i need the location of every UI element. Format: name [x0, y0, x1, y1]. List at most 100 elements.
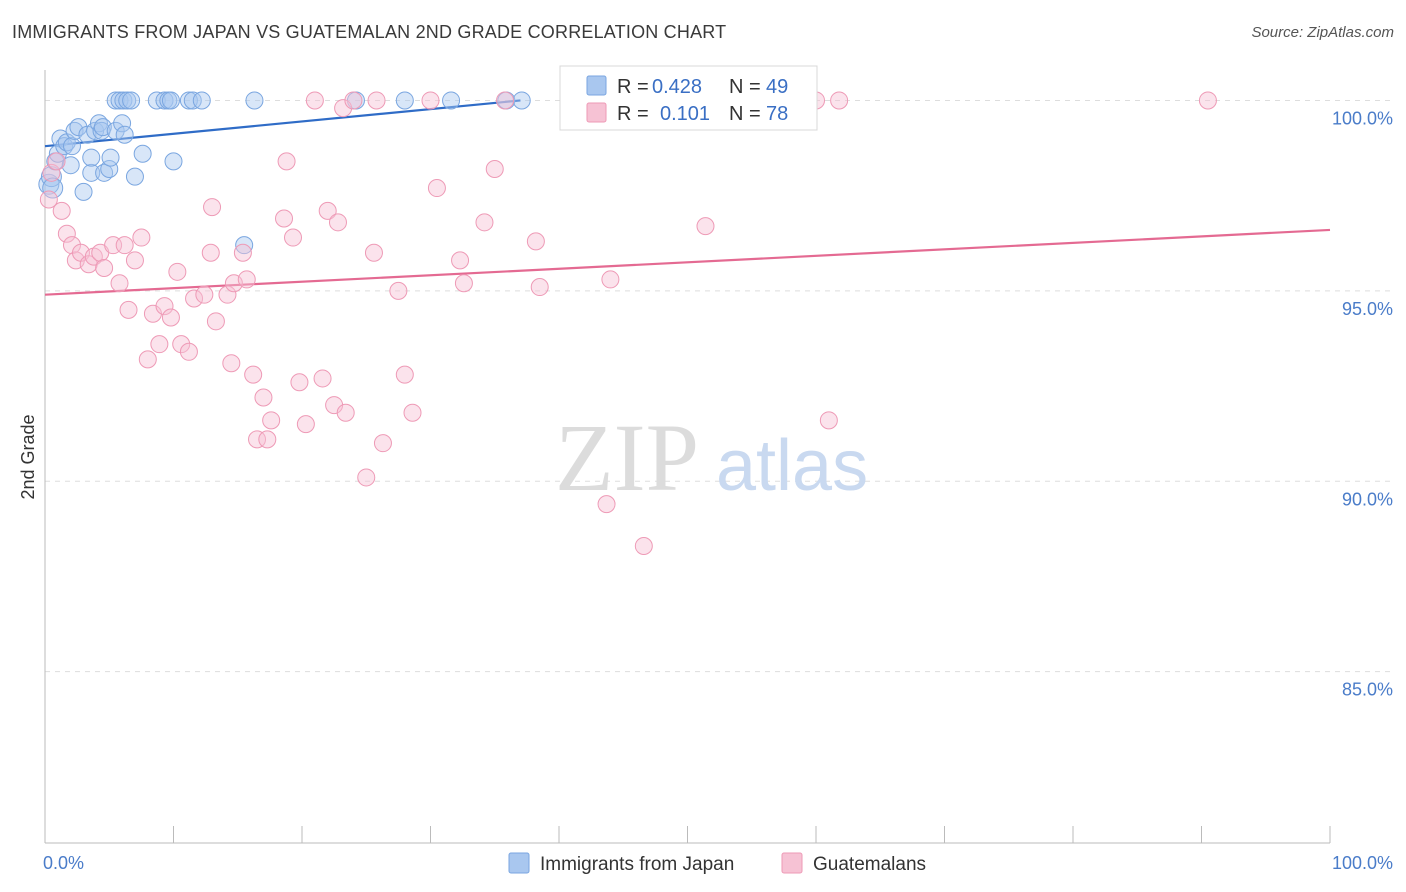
trend-line-japan [44, 99, 521, 148]
point-guatemalans-32 [222, 354, 241, 373]
point-guatemalans-18 [138, 350, 157, 369]
point-guatemalans-38 [254, 388, 273, 407]
point-guatemalans-39 [258, 430, 277, 449]
point-guatemalans-65 [475, 213, 494, 232]
point-japan-21 [100, 160, 119, 179]
point-guatemalans-35 [237, 270, 256, 289]
x-tick-label-1: 100.0% [1332, 853, 1393, 873]
point-japan-1 [40, 166, 62, 188]
y-axis-title: 2nd Grade [18, 414, 38, 499]
point-japan-29 [118, 91, 137, 110]
point-guatemalans-3 [52, 201, 71, 220]
point-guatemalans-64 [454, 274, 473, 293]
point-guatemalans-73 [696, 217, 715, 236]
stats-r-value-japan: 0.428 [652, 76, 702, 98]
point-guatemalans-68 [526, 232, 545, 251]
y-tick-label-2: 90.0% [1342, 489, 1393, 509]
axes [44, 70, 1331, 844]
point-guatemalans-13 [110, 274, 129, 293]
point-japan-9 [62, 137, 81, 156]
point-guatemalans-17 [132, 228, 151, 247]
stats-n-value-guatemalans: 78 [766, 103, 788, 125]
point-guatemalans-47 [313, 369, 332, 388]
point-guatemalans-77 [1198, 91, 1217, 110]
stats-swatch-japan [586, 75, 607, 96]
point-guatemalans-24 [172, 335, 191, 354]
point-japan-47 [512, 91, 531, 110]
point-guatemalans-45 [296, 415, 315, 434]
point-guatemalans-72 [634, 536, 653, 555]
point-japan-15 [82, 148, 101, 167]
point-japan-45 [442, 91, 461, 110]
legend-label-japan: Immigrants from Japan [540, 854, 734, 875]
point-guatemalans-52 [336, 403, 355, 422]
point-japan-26 [113, 114, 132, 133]
point-guatemalans-71 [601, 270, 620, 289]
point-guatemalans-76 [819, 411, 838, 430]
watermark-zip: ZIP [555, 404, 699, 511]
point-guatemalans-46 [305, 91, 324, 110]
x-tick-label-0: 0.0% [43, 853, 84, 873]
point-japan-27 [114, 91, 133, 110]
point-japan-22 [101, 148, 120, 167]
point-guatemalans-23 [168, 262, 187, 281]
point-guatemalans-58 [389, 281, 408, 300]
point-guatemalans-56 [367, 91, 386, 110]
stats-legend: R = 0.428 N = 49 R = 0.101 N = 78 [559, 65, 818, 131]
point-guatemalans-15 [119, 300, 138, 319]
point-guatemalans-29 [203, 198, 222, 217]
point-guatemalans-16 [125, 251, 144, 270]
point-guatemalans-67 [496, 91, 515, 110]
point-japan-28 [115, 125, 134, 144]
point-japan-32 [133, 144, 152, 163]
point-guatemalans-53 [344, 91, 363, 110]
bottom-legend: Immigrants from Japan Guatemalans [508, 852, 926, 875]
point-guatemalans-28 [201, 243, 220, 262]
point-japan-42 [245, 91, 264, 110]
point-guatemalans-51 [334, 99, 353, 118]
legend-swatch-guatemalans [781, 852, 803, 874]
point-japan-30 [122, 91, 141, 110]
watermark: ZIP atlas [555, 404, 868, 511]
stats-swatch-guatemalans [586, 102, 607, 123]
point-guatemalans-37 [248, 430, 267, 449]
watermark-atlas: atlas [716, 426, 868, 506]
point-guatemalans-66 [485, 160, 504, 179]
point-guatemalans-75 [830, 91, 849, 110]
point-japan-11 [69, 118, 88, 137]
point-guatemalans-48 [318, 201, 337, 220]
legend-label-guatemalans: Guatemalans [813, 854, 926, 875]
point-guatemalans-41 [275, 209, 294, 228]
point-guatemalans-25 [179, 342, 198, 361]
point-guatemalans-60 [403, 403, 422, 422]
point-guatemalans-55 [364, 243, 383, 262]
point-guatemalans-2 [47, 152, 66, 171]
point-guatemalans-0 [39, 190, 58, 209]
point-guatemalans-30 [206, 312, 225, 331]
source-credit: Source: ZipAtlas.com [1251, 24, 1394, 41]
point-guatemalans-44 [290, 373, 309, 392]
stats-n-value-japan: 49 [766, 76, 788, 98]
trend-line-guatemalans [44, 228, 1331, 296]
point-japan-2 [42, 177, 64, 199]
stats-n-label-guatemalans: N = [729, 103, 761, 125]
y-tick-labels: 100.0% 95.0% 90.0% 85.0% [1332, 108, 1393, 699]
point-japan-40 [192, 91, 211, 110]
point-guatemalans-43 [284, 228, 303, 247]
point-japan-31 [125, 167, 144, 186]
point-guatemalans-70 [597, 495, 616, 514]
point-guatemalans-34 [233, 243, 252, 262]
stats-r-label-guatemalans: R = [617, 103, 649, 125]
point-guatemalans-1 [42, 163, 61, 182]
point-japan-36 [161, 91, 180, 110]
stats-r-value-guatemalans: 0.101 [660, 103, 710, 125]
y-tick-label-3: 85.0% [1342, 680, 1393, 700]
y-tick-label-1: 95.0% [1342, 299, 1393, 319]
data-points [38, 91, 1217, 555]
point-guatemalans-40 [262, 411, 281, 430]
point-guatemalans-63 [451, 251, 470, 270]
point-japan-23 [106, 121, 125, 140]
chart-title: IMMIGRANTS FROM JAPAN VS GUATEMALAN 2ND … [12, 22, 727, 42]
point-japan-0 [38, 173, 60, 195]
